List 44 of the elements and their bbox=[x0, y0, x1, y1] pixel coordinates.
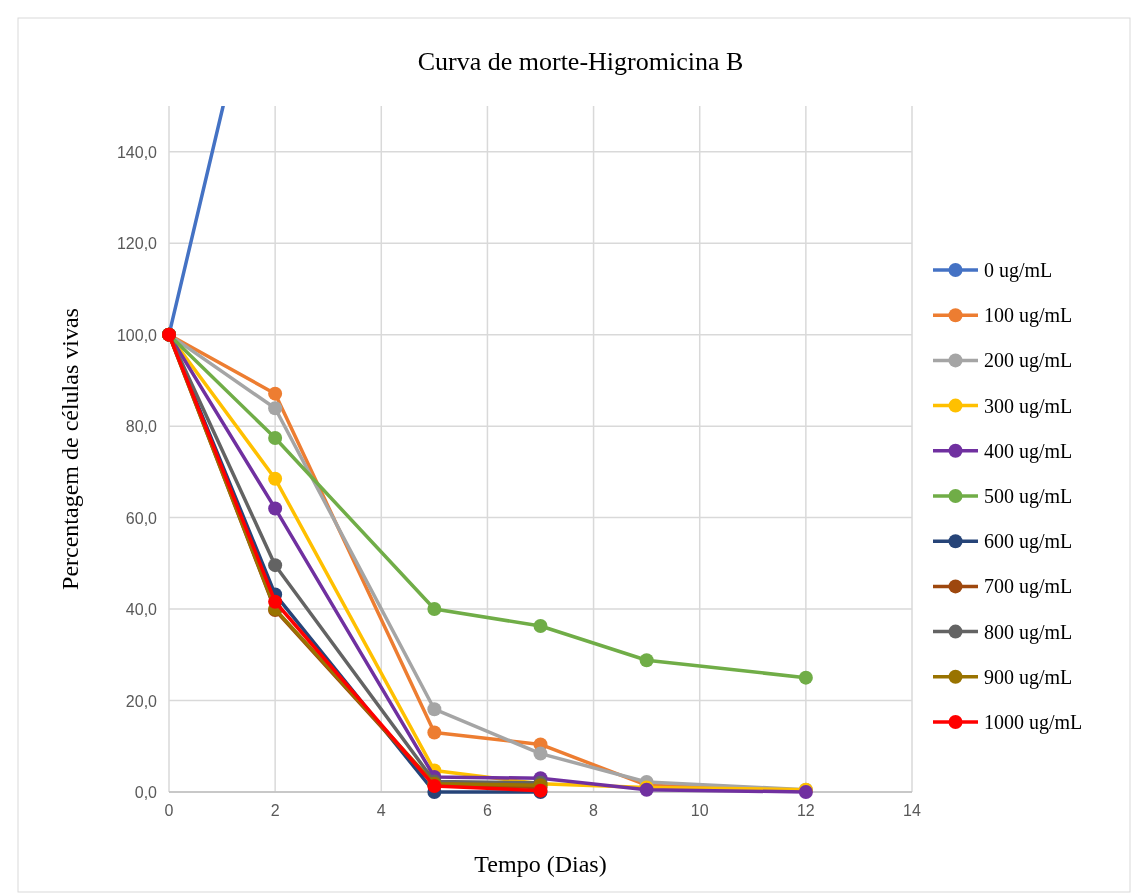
point bbox=[427, 725, 442, 740]
point bbox=[268, 386, 283, 401]
legend-label: 500 ug/mL bbox=[984, 485, 1073, 508]
y-tick-label: 140,0 bbox=[116, 143, 158, 161]
point bbox=[427, 702, 442, 717]
legend-label: 1000 ug/mL bbox=[984, 711, 1083, 734]
chart-title: Curva de morte-Higromicina B bbox=[417, 47, 744, 76]
point bbox=[268, 501, 283, 516]
point bbox=[268, 471, 283, 486]
point bbox=[268, 594, 283, 609]
y-tick-label: 20,0 bbox=[125, 692, 158, 710]
point bbox=[639, 653, 654, 668]
y-tick-label: 40,0 bbox=[125, 601, 158, 619]
point bbox=[268, 431, 283, 446]
legend-label: 300 ug/mL bbox=[984, 394, 1073, 418]
y-tick-label: 120,0 bbox=[116, 235, 158, 253]
x-tick-label: 2 bbox=[270, 802, 280, 819]
legend-label: 200 ug/mL bbox=[984, 349, 1073, 373]
legend-label: 900 ug/mL bbox=[984, 665, 1073, 689]
legend-label: 800 ug/mL bbox=[984, 620, 1073, 644]
x-tick-label: 14 bbox=[903, 802, 921, 819]
y-axis-title: Percentagem de células vivas bbox=[57, 308, 83, 590]
x-tick-label: 4 bbox=[376, 802, 386, 819]
x-tick-label: 6 bbox=[482, 802, 492, 819]
x-tick-label: 8 bbox=[589, 802, 599, 819]
y-tick-label: 0,0 bbox=[134, 784, 158, 801]
point bbox=[268, 401, 283, 416]
legend-label: 100 ug/mL bbox=[984, 304, 1073, 328]
point bbox=[427, 602, 442, 617]
x-tick-label: 0 bbox=[164, 802, 174, 819]
y-tick-label: 60,0 bbox=[125, 509, 158, 527]
y-tick-label: 100,0 bbox=[116, 326, 158, 344]
point bbox=[533, 746, 548, 761]
point bbox=[798, 670, 813, 685]
x-axis-title: Tempo (Dias) bbox=[474, 851, 607, 877]
point bbox=[533, 618, 548, 633]
x-tick-label: 10 bbox=[690, 802, 709, 819]
legend-label: 0 ug/mL bbox=[984, 259, 1053, 282]
legend-label: 700 ug/mL bbox=[984, 575, 1073, 599]
legend-label: 400 ug/mL bbox=[984, 439, 1073, 463]
y-tick-label: 80,0 bbox=[125, 418, 158, 436]
legend-label: 600 ug/mL bbox=[984, 530, 1073, 554]
x-tick-label: 12 bbox=[796, 802, 815, 819]
point bbox=[268, 558, 283, 573]
